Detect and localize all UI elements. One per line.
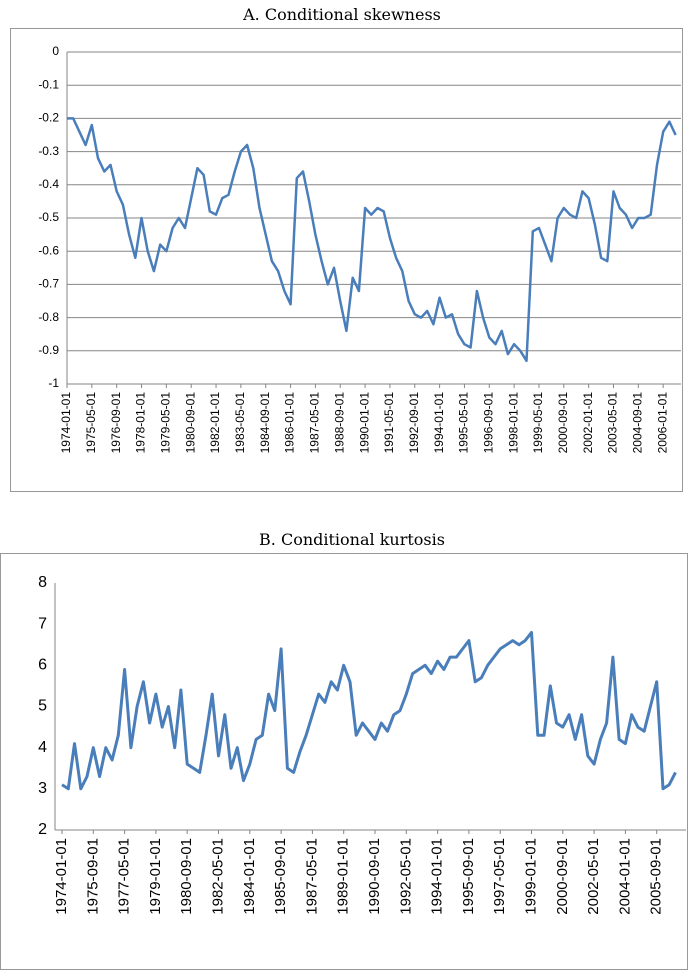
- x-tick-label: 1987-05-01: [303, 838, 320, 915]
- x-tick-label: 1989-01-01: [335, 838, 352, 915]
- x-tick-label: 1987-05-01: [308, 392, 322, 454]
- y-tick-label: -0.5: [38, 210, 59, 224]
- x-tick-label: 1982-01-01: [208, 392, 222, 454]
- x-tick-label: 1980-09-01: [178, 838, 195, 915]
- x-tick-label: 1980-09-01: [183, 392, 197, 454]
- x-tick-label: 1979-01-01: [147, 838, 164, 915]
- x-tick-label: 1999-01-01: [522, 838, 539, 915]
- data-line: [61, 630, 677, 791]
- y-tick-label: 6: [38, 657, 47, 674]
- x-tick-label: 2000-09-01: [554, 838, 571, 915]
- y-tick-label: -0.3: [38, 144, 59, 158]
- y-tick-label: 0: [52, 44, 59, 58]
- x-tick-label: 1995-09-01: [460, 838, 477, 915]
- x-tick-label: 1994-01-01: [432, 392, 446, 454]
- x-tick-label: 1992-09-01: [407, 392, 421, 454]
- x-tick-label: 1975-05-01: [84, 392, 98, 454]
- y-tick-label: -0.8: [38, 310, 59, 324]
- panel-frame: [10, 28, 683, 492]
- x-tick-label: 1977-05-01: [116, 838, 133, 915]
- x-tick-label: 1974-01-01: [53, 838, 70, 915]
- y-tick-label: -0.1: [38, 77, 59, 91]
- x-tick-label: 2006-01-01: [655, 392, 669, 454]
- x-tick-label: 1979-05-01: [159, 392, 173, 454]
- data-line: [67, 117, 677, 363]
- y-tick-label: -0.6: [38, 243, 59, 257]
- x-tick-label: 1991-05-01: [382, 392, 396, 454]
- x-tick-label: 1997-05-01: [491, 838, 508, 915]
- x-tick-label: 1999-05-01: [531, 392, 545, 454]
- x-tick-label: 1985-09-01: [272, 838, 289, 915]
- y-tick-label: -0.7: [38, 277, 59, 291]
- y-tick-label: 4: [38, 739, 47, 756]
- x-tick-label: 1984-09-01: [258, 392, 272, 454]
- x-tick-label: 2004-09-01: [630, 392, 644, 454]
- y-tick-label: 3: [38, 780, 47, 797]
- x-tick-label: 1995-05-01: [457, 392, 471, 454]
- x-tick-label: 1994-01-01: [429, 838, 446, 915]
- x-tick-label: 1990-01-01: [357, 392, 371, 454]
- chart-title: B. Conditional kurtosis: [259, 530, 445, 549]
- x-tick-label: 2004-01-01: [616, 838, 633, 915]
- y-tick-label: -0.9: [38, 343, 59, 357]
- x-tick-label: 2005-09-01: [648, 838, 665, 915]
- y-tick-label: 7: [38, 615, 47, 632]
- x-tick-label: 2003-05-01: [606, 392, 620, 454]
- x-tick-label: 1976-09-01: [109, 392, 123, 454]
- x-tick-label: 1988-09-01: [332, 392, 346, 454]
- x-tick-label: 1984-01-01: [241, 838, 258, 915]
- x-tick-label: 1998-01-01: [506, 392, 520, 454]
- x-tick-label: 1978-01-01: [134, 392, 148, 454]
- x-tick-label: 1982-05-01: [209, 838, 226, 915]
- x-tick-label: 1996-09-01: [481, 392, 495, 454]
- x-tick-label: 1986-01-01: [283, 392, 297, 454]
- x-tick-label: 2000-09-01: [556, 392, 570, 454]
- y-tick-label: 5: [38, 698, 47, 715]
- y-tick-label: -1: [48, 376, 59, 390]
- y-tick-label: 2: [38, 821, 47, 838]
- x-tick-label: 1990-09-01: [366, 838, 383, 915]
- x-tick-label: 1992-05-01: [397, 838, 414, 915]
- x-tick-label: 1983-05-01: [233, 392, 247, 454]
- chart-title: A. Conditional skewness: [242, 5, 441, 24]
- x-tick-label: 1974-01-01: [59, 392, 73, 454]
- x-tick-label: 2002-05-01: [585, 838, 602, 915]
- y-tick-label: 8: [38, 574, 47, 591]
- x-tick-label: 2002-01-01: [581, 392, 595, 454]
- x-tick-label: 1975-09-01: [84, 838, 101, 915]
- y-tick-label: -0.2: [38, 111, 59, 125]
- y-tick-label: -0.4: [38, 177, 59, 191]
